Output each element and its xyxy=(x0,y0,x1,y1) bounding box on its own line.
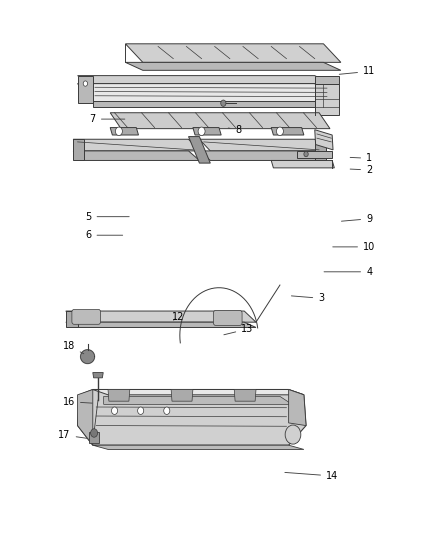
Text: 16: 16 xyxy=(63,397,92,407)
Text: 18: 18 xyxy=(63,341,84,354)
Text: 11: 11 xyxy=(339,67,375,76)
Text: 17: 17 xyxy=(58,430,88,440)
Text: 2: 2 xyxy=(350,165,372,175)
Circle shape xyxy=(221,100,226,107)
Polygon shape xyxy=(188,136,210,163)
Text: 3: 3 xyxy=(291,293,325,303)
Polygon shape xyxy=(73,151,199,160)
Polygon shape xyxy=(110,113,330,128)
Polygon shape xyxy=(199,139,325,151)
Text: 14: 14 xyxy=(285,471,338,481)
Text: 4: 4 xyxy=(324,267,372,277)
Text: 5: 5 xyxy=(85,212,129,222)
FancyBboxPatch shape xyxy=(72,310,101,324)
Circle shape xyxy=(198,127,205,135)
Polygon shape xyxy=(93,390,304,395)
Circle shape xyxy=(138,407,144,415)
Text: 10: 10 xyxy=(333,242,375,252)
Polygon shape xyxy=(93,373,103,378)
Polygon shape xyxy=(193,127,221,135)
Polygon shape xyxy=(110,127,138,135)
Circle shape xyxy=(91,429,98,437)
Circle shape xyxy=(285,425,301,444)
Polygon shape xyxy=(271,160,334,168)
Text: 1: 1 xyxy=(350,154,372,163)
Polygon shape xyxy=(125,44,341,62)
Polygon shape xyxy=(73,139,199,151)
Polygon shape xyxy=(271,127,304,135)
Polygon shape xyxy=(125,62,341,70)
Circle shape xyxy=(112,407,117,415)
FancyBboxPatch shape xyxy=(213,311,242,325)
Circle shape xyxy=(164,407,170,415)
Circle shape xyxy=(276,127,283,135)
Polygon shape xyxy=(66,311,256,322)
Text: 12: 12 xyxy=(171,312,184,322)
Polygon shape xyxy=(315,139,325,160)
Text: 7: 7 xyxy=(90,114,125,124)
Circle shape xyxy=(304,151,308,157)
Text: 13: 13 xyxy=(224,324,254,335)
Text: 9: 9 xyxy=(342,214,372,224)
Polygon shape xyxy=(66,311,78,327)
Polygon shape xyxy=(104,397,292,405)
Polygon shape xyxy=(297,151,332,158)
Circle shape xyxy=(83,81,88,86)
Polygon shape xyxy=(66,322,256,327)
Polygon shape xyxy=(315,84,339,115)
Circle shape xyxy=(116,127,122,135)
Polygon shape xyxy=(78,390,306,445)
Polygon shape xyxy=(108,390,130,401)
Polygon shape xyxy=(93,101,330,108)
Polygon shape xyxy=(315,76,339,84)
Polygon shape xyxy=(78,84,330,103)
Polygon shape xyxy=(78,390,93,445)
Polygon shape xyxy=(199,151,325,160)
Text: 6: 6 xyxy=(85,230,123,240)
Polygon shape xyxy=(171,390,193,401)
Polygon shape xyxy=(289,390,306,425)
Polygon shape xyxy=(73,139,84,160)
Polygon shape xyxy=(234,390,256,401)
Polygon shape xyxy=(78,76,93,103)
Polygon shape xyxy=(89,432,99,442)
Polygon shape xyxy=(81,350,95,364)
Polygon shape xyxy=(93,445,304,449)
Text: 8: 8 xyxy=(228,125,242,135)
Polygon shape xyxy=(315,130,333,150)
Polygon shape xyxy=(78,76,330,84)
